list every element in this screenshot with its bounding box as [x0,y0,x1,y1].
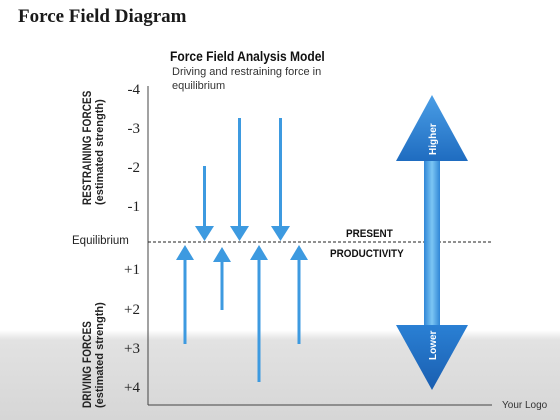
tick-label: -3 [127,121,141,137]
higher-lower-arrow: Higher Lower [396,95,468,390]
tick-label: -4 [127,82,141,98]
tick-label: +4 [124,380,140,396]
lower-arrowhead [396,325,468,390]
lower-label: Lower [428,330,439,360]
model-subtitle: Driving and restraining force in equilib… [172,66,322,92]
driving-arrow [213,247,231,310]
driving-arrow [250,245,268,382]
productivity-label: PRODUCTIVITY [330,248,404,260]
tick-label: +1 [124,262,140,278]
tick-label: +2 [124,302,140,318]
driving-arrow [290,245,308,344]
restraining-arrow [195,166,214,241]
logo-text: Your Logo [502,400,548,411]
driving-arrow [176,245,194,344]
equilibrium-label: Equilibrium [72,235,129,247]
higher-arrowhead [396,95,468,161]
tick-label: -1 [127,199,141,215]
restraining-arrow [271,118,290,241]
restraining-arrow [230,118,249,241]
present-label: PRESENT [346,228,393,240]
higher-label: Higher [428,123,439,155]
tick-label: +3 [124,341,140,357]
slide-title: Force Field Diagram [18,6,187,27]
model-title: Force Field Analysis Model [170,48,325,64]
tick-label: -2 [127,160,141,176]
